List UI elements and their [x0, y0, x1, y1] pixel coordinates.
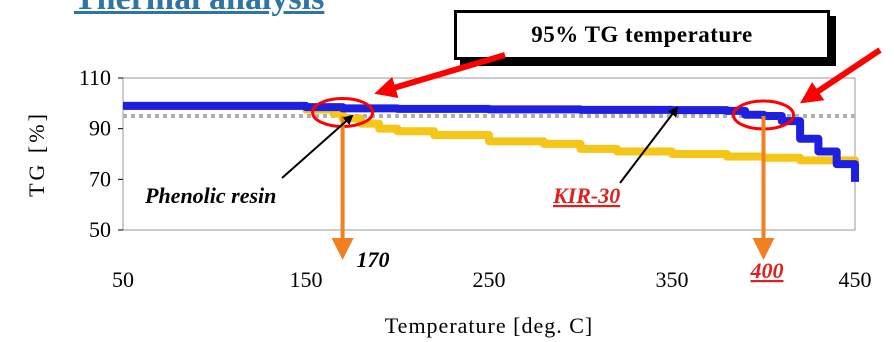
chart-title: Thermal analysis: [74, 0, 324, 18]
callout-box: 95% TG temperature: [454, 10, 830, 60]
series-line-kir-30: [123, 101, 859, 182]
annotation-kir-30: KIR-30: [552, 183, 620, 208]
annotation-170: 170: [357, 247, 390, 272]
x-tick-label: 450: [839, 267, 872, 292]
y-axis-label: TG [%]: [24, 111, 49, 197]
y-tick-label: 70: [89, 166, 111, 191]
y-tick-label: 90: [89, 116, 111, 141]
pointer-arrow-phenolic: [281, 114, 354, 179]
callout-arrow-left: [374, 52, 506, 99]
pointer-arrow-kir30: [619, 106, 679, 184]
x-tick-label: 250: [473, 267, 506, 292]
x-tick-label: 350: [656, 267, 689, 292]
series-line-phenolic-resin: [123, 101, 859, 165]
y-tick-label: 50: [89, 217, 111, 242]
plot-area: [122, 77, 856, 231]
y-tick-label: 110: [79, 65, 111, 90]
annotation-400: 400: [750, 258, 784, 283]
annotation-phenolic-resin: Phenolic resin: [144, 183, 276, 208]
x-tick-label: 150: [290, 267, 323, 292]
callout-arrow-right: [800, 47, 882, 104]
x-axis-label: Temperature [deg. C]: [385, 313, 593, 338]
callout-text: 95% TG temperature: [531, 22, 753, 47]
x-tick-label: 50: [112, 267, 134, 292]
